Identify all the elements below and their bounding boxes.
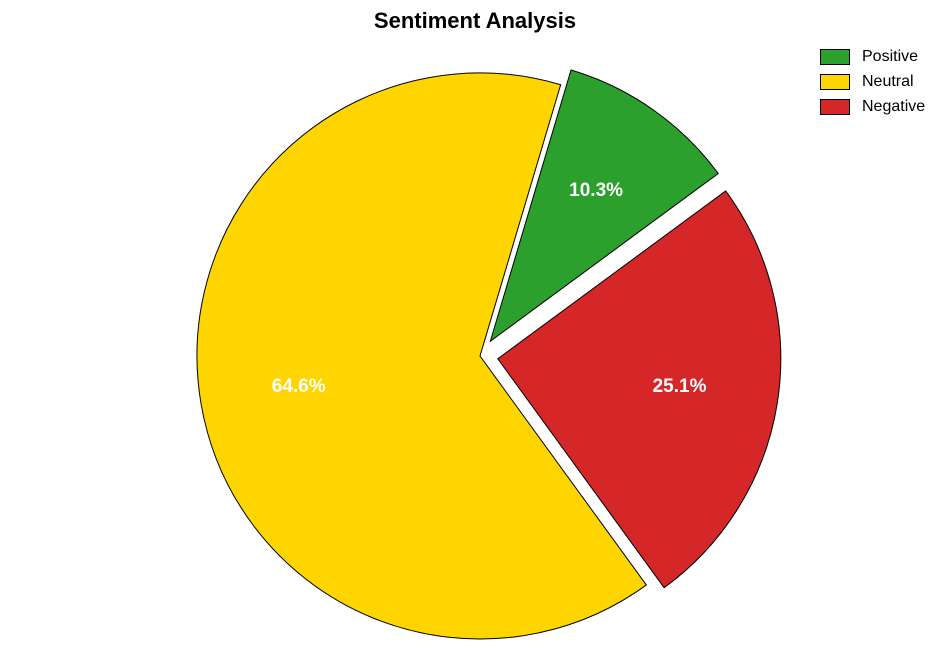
- legend-item-positive: Positive: [820, 48, 925, 66]
- legend-swatch-negative: [820, 99, 850, 115]
- pie-slice-label-negative: 25.1%: [653, 376, 707, 397]
- legend-item-negative: Negative: [820, 98, 925, 116]
- legend-swatch-positive: [820, 49, 850, 65]
- legend-item-neutral: Neutral: [820, 73, 925, 91]
- legend-swatch-neutral: [820, 74, 850, 90]
- legend-label-negative: Negative: [862, 98, 925, 116]
- pie-slice-label-neutral: 64.6%: [272, 376, 326, 397]
- pie-slice-label-positive: 10.3%: [569, 180, 623, 201]
- pie-chart: Sentiment Analysis 64.6%10.3%25.1% Posit…: [0, 0, 950, 662]
- legend-label-positive: Positive: [862, 48, 918, 66]
- legend: Positive Neutral Negative: [820, 48, 925, 123]
- legend-label-neutral: Neutral: [862, 73, 914, 91]
- pie-svg: 64.6% 10.3% 25.1%: [0, 0, 950, 662]
